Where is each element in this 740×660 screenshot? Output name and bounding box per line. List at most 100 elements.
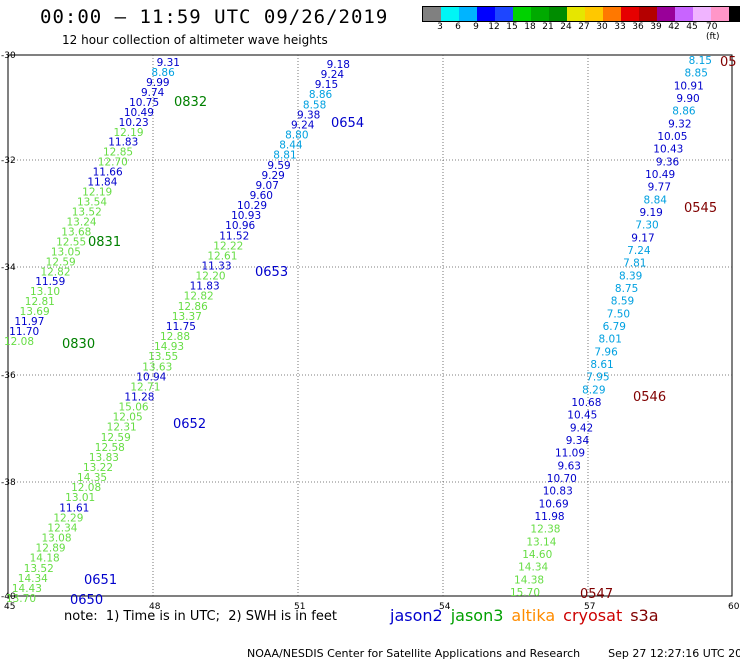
pass-time-label: 0832 [174,95,207,110]
wave-height-value: 12.31 [107,422,137,434]
color-scale-label: 9 [473,22,479,32]
wave-height-value: 13.22 [83,462,113,474]
wave-height-value: 7.24 [627,245,651,257]
color-scale-label: 18 [524,22,536,32]
wave-height-value: 11.28 [124,391,154,403]
wave-height-value: 12.59 [46,256,76,268]
wave-height-value: 9.17 [631,232,654,244]
wave-height-value: 13.83 [89,452,119,464]
pass-time-label: 0651 [84,573,117,588]
wave-height-value: 8.81 [273,150,296,162]
wave-height-value: 14.38 [514,574,544,586]
color-swatch [531,7,549,21]
wave-height-value: 8.39 [619,270,642,282]
latitude-label: -40 [1,592,16,602]
wave-height-value: 13.54 [77,197,107,209]
wave-height-value: 12.55 [56,236,86,248]
wave-height-value: 14.43 [12,583,42,595]
wave-height-value: 12.89 [36,543,66,555]
generation-timestamp: Sep 27 12:27:16 UTC 2019 [608,647,740,660]
wave-height-value: 13.10 [30,286,60,298]
wave-height-value: 13.70 [6,593,36,605]
pass-time-label: 0650 [70,593,103,608]
wave-height-value: 12.86 [178,301,208,313]
wave-height-value: 6.79 [603,321,626,333]
color-swatch [477,7,495,21]
wave-height-value: 10.29 [237,200,267,212]
wave-height-value: 9.15 [315,79,338,91]
wave-height-value: 10.75 [129,97,159,109]
wave-height-value: 9.42 [570,422,593,434]
pass-time-label: 0546 [633,390,666,405]
wave-height-tracks: 9.318.869.999.7410.7510.4910.2312.1911.8… [4,55,737,608]
wave-height-value: 13.52 [24,563,54,575]
wave-height-value: 11.59 [35,276,65,288]
wave-height-value: 11.83 [190,281,220,293]
wave-height-value: 8.59 [611,296,634,308]
color-scale-label: 42 [668,22,680,32]
wave-height-value: 9.59 [267,160,290,172]
color-scale-labels: 3 6 9 12 15 18 21 24 27 30 33 36 39 42 45 70 (ft) [422,22,740,42]
wave-height-value: 11.33 [201,261,231,273]
wave-height-value: 15.70 [510,587,540,599]
wave-height-value: 12.82 [40,266,70,278]
wave-height-value: 13.55 [148,351,178,363]
longitude-label: 48 [149,602,161,612]
map-title: 00:00 – 11:59 UTC 09/26/2019 [40,6,389,28]
wave-height-value: 10.49 [124,107,154,119]
wave-height-value: 13.52 [72,206,102,218]
color-swatch [441,7,459,21]
wave-height-value: 10.68 [571,397,601,409]
plot-frame [7,54,733,597]
color-swatch [675,7,693,21]
wave-height-value: 13.63 [142,361,172,373]
wave-height-value: 11.75 [166,321,196,333]
satellite-legend-item: jason2 [390,606,443,625]
wave-height-value: 9.38 [297,109,320,121]
latitude-label: -36 [1,371,16,381]
wave-height-value: 8.86 [672,106,696,118]
wave-height-value: 15.06 [119,402,149,414]
pass-time-label: 0831 [88,235,121,250]
wave-height-value: 12.08 [4,336,34,348]
wave-height-value: 14.18 [30,553,60,565]
color-swatch [567,7,585,21]
color-scale-label: 15 [506,22,518,32]
color-scale-label: 33 [614,22,626,32]
wave-height-value: 12.71 [130,381,160,393]
pass-time-label: 0653 [255,265,288,280]
latitude-label: -32 [1,156,16,166]
color-scale-bar [422,6,740,22]
wave-height-value: 10.70 [547,473,577,485]
wave-height-value: 9.24 [321,69,345,81]
wave-height-value: 8.58 [303,99,326,111]
wave-height-value: 10.49 [645,169,675,181]
wave-height-value: 13.69 [20,306,50,318]
color-swatch [693,7,711,21]
wave-height-value: 13.05 [51,246,81,258]
wave-height-value: 9.31 [157,57,180,69]
credit-text: NOAA/NESDIS Center for Satellite Applica… [247,647,581,660]
footer-note: note: 1) Time is in UTC; 2) SWH is in fe… [64,609,337,624]
satellite-legend: jason2 jason3 altika cryosat s3a [390,606,667,625]
wave-height-value: 12.82 [184,291,214,303]
wave-height-value: 9.19 [639,207,662,219]
wave-height-value: 12.08 [71,482,101,494]
map-subtitle: 12 hour collection of altimeter wave hei… [62,33,328,47]
lat-lon-grid [7,54,733,597]
wave-height-value: 12.05 [113,412,143,424]
pass-time-label: 0654 [331,116,364,131]
wave-height-value: 10.43 [653,144,683,156]
pass-time-label: 0547 [580,587,613,602]
wave-height-value: 9.90 [676,93,699,105]
wave-height-value: 14.93 [154,341,184,353]
longitude-label: 51 [294,602,305,612]
wave-height-value: 8.85 [685,68,708,80]
color-scale-label: 27 [578,22,590,32]
wave-height-value: 9.32 [668,118,691,130]
satellite-legend-item: jason3 [450,606,504,625]
wave-height-value: 11.52 [219,230,249,242]
wave-height-value: 8.01 [599,334,622,346]
wave-height-value: 10.23 [119,117,149,129]
